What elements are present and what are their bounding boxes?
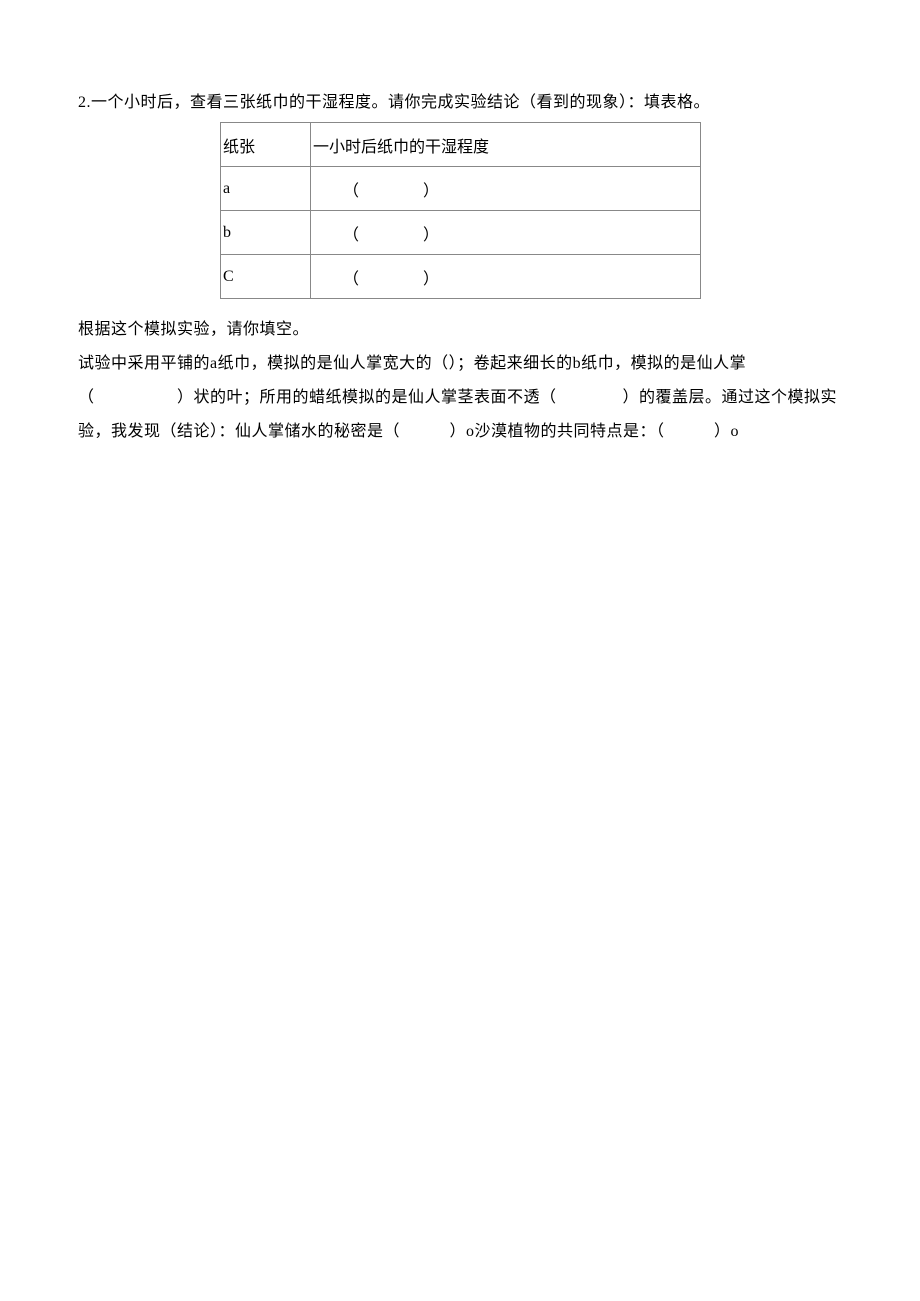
row-label-a: a xyxy=(221,167,311,211)
row-label-b: b xyxy=(221,211,311,255)
row-value-b: （ ） xyxy=(311,211,701,255)
fill-instruction: 根据这个模拟实验，请你填空。 xyxy=(78,313,842,347)
observation-table: 纸张 一小时后纸巾的干湿程度 a （ ） b （ ） C （ ） xyxy=(220,122,701,299)
question-prompt: 2.一个小时后，查看三张纸巾的干湿程度。请你完成实验结论（看到的现象）：填表格。 xyxy=(78,88,842,112)
row-value-a: （ ） xyxy=(311,167,701,211)
observation-table-wrap: 纸张 一小时后纸巾的干湿程度 a （ ） b （ ） C （ ） xyxy=(220,122,842,299)
table-row: C （ ） xyxy=(221,255,701,299)
row-label-c: C xyxy=(221,255,311,299)
header-paper: 纸张 xyxy=(221,123,311,167)
table-row: a （ ） xyxy=(221,167,701,211)
header-dryness: 一小时后纸巾的干湿程度 xyxy=(311,123,701,167)
table-header-row: 纸张 一小时后纸巾的干湿程度 xyxy=(221,123,701,167)
row-value-c: （ ） xyxy=(311,255,701,299)
table-row: b （ ） xyxy=(221,211,701,255)
fill-paragraph: 试验中采用平铺的a纸巾，模拟的是仙人掌宽大的（）；卷起来细长的b纸巾，模拟的是仙… xyxy=(78,347,842,449)
